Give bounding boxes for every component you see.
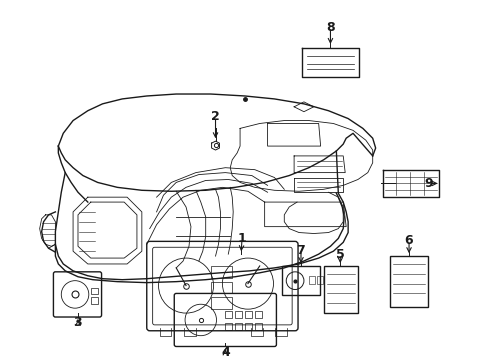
Text: 3: 3	[74, 316, 82, 329]
Text: 5: 5	[335, 248, 344, 261]
Bar	[225, 311, 232, 318]
Bar	[210, 282, 232, 293]
Text: 2: 2	[211, 110, 220, 123]
Text: 7: 7	[296, 244, 305, 257]
Text: 4: 4	[221, 346, 229, 359]
Text: 9: 9	[424, 177, 432, 190]
Bar	[235, 311, 242, 318]
Bar	[210, 297, 232, 309]
Bar	[244, 323, 251, 330]
Bar	[225, 323, 232, 330]
Text: 6: 6	[404, 234, 412, 247]
Bar	[210, 266, 232, 278]
Text: 8: 8	[325, 21, 334, 34]
Bar	[308, 276, 314, 284]
Text: 1: 1	[237, 232, 246, 245]
Bar	[244, 311, 251, 318]
Bar	[389, 256, 427, 307]
Bar	[91, 288, 98, 294]
Bar	[235, 323, 242, 330]
Bar	[254, 323, 261, 330]
Bar	[323, 266, 357, 313]
Bar	[316, 276, 322, 284]
Bar	[282, 266, 319, 296]
Bar	[91, 297, 98, 304]
Bar	[254, 311, 261, 318]
